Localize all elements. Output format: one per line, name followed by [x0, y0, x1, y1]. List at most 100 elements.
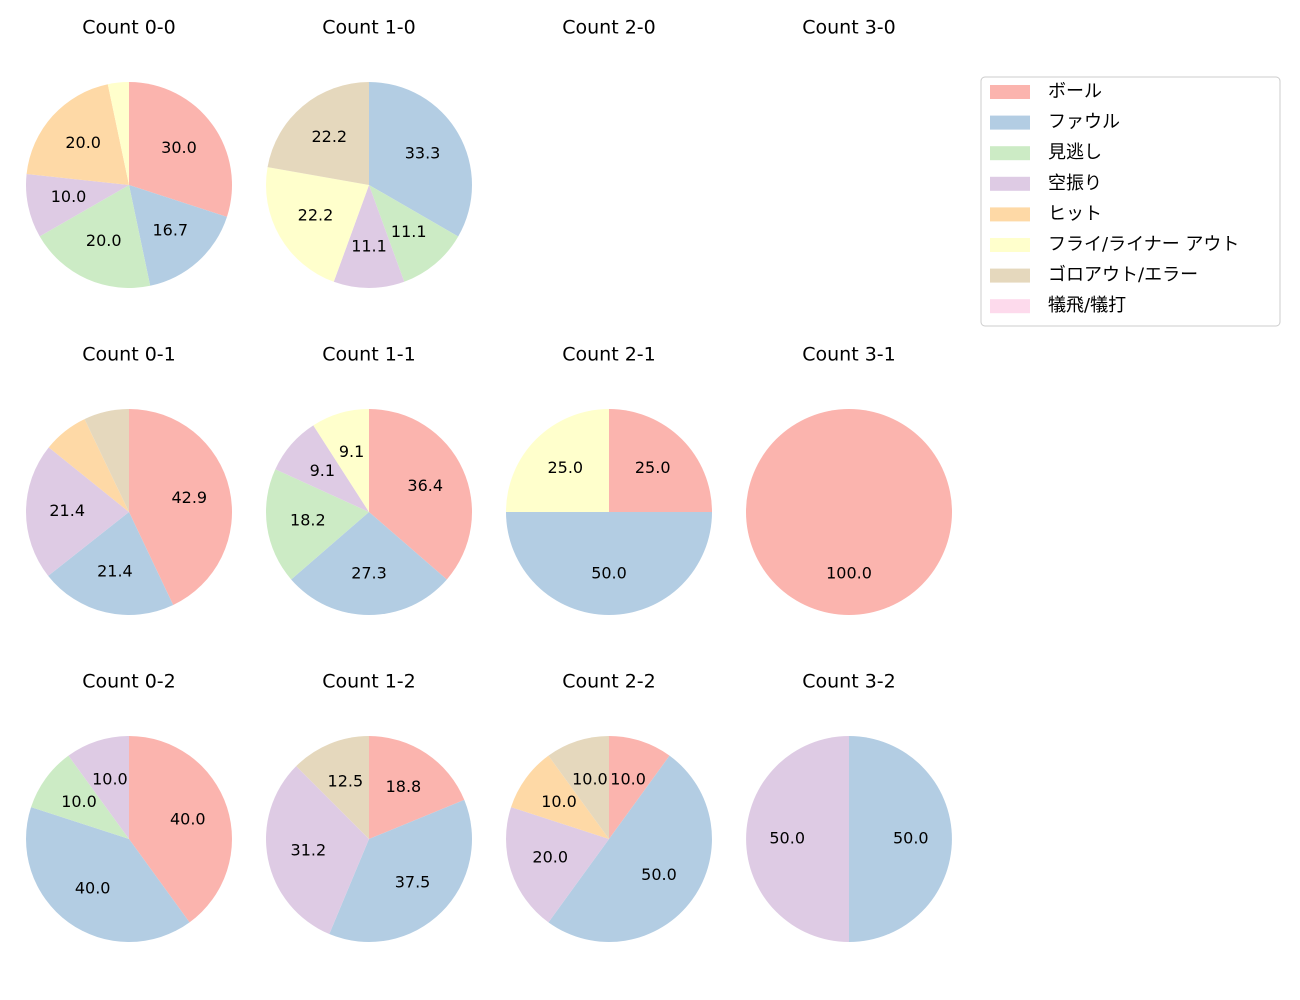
pie-slice	[506, 807, 609, 923]
chart-title: Count 2-2	[562, 671, 656, 693]
chart-title: Count 1-0	[322, 17, 416, 39]
pie-slice	[333, 185, 405, 288]
pie-slice	[31, 755, 129, 839]
pie-slice	[84, 409, 129, 512]
chart-title: Count 3-2	[802, 671, 896, 693]
pie-slice	[506, 409, 609, 512]
pie-slice	[129, 736, 232, 923]
pie-slice	[369, 409, 473, 580]
legend-label: 犠飛/犠打	[1048, 295, 1126, 316]
value-label: 12.5	[328, 771, 364, 790]
value-label: 18.8	[386, 777, 422, 796]
value-label: 16.7	[152, 220, 188, 239]
value-label: 42.9	[171, 488, 207, 507]
value-label: 27.3	[351, 563, 387, 582]
pie-slice	[266, 766, 369, 935]
pie-slice	[68, 736, 129, 839]
value-label: 50.0	[769, 829, 805, 848]
legend-label: 空振り	[1048, 173, 1102, 194]
pie-slice	[313, 409, 369, 512]
pie-slice	[26, 807, 190, 942]
chart-title: Count 2-0	[562, 17, 656, 39]
value-label: 9.1	[339, 442, 364, 461]
pie-slice	[369, 736, 465, 839]
value-label: 20.0	[86, 231, 122, 250]
chart-title: Count 0-1	[82, 344, 176, 366]
value-label: 40.0	[170, 809, 206, 828]
legend-swatch	[990, 207, 1030, 222]
pie-slice	[609, 736, 670, 839]
chart-title: Count 1-1	[322, 344, 416, 366]
legend-label: ボール	[1048, 81, 1102, 102]
value-label: 50.0	[641, 865, 677, 884]
legend-swatch	[990, 85, 1030, 99]
value-label: 50.0	[591, 563, 627, 582]
chart-title: Count 0-0	[82, 17, 176, 39]
value-label: 33.3	[405, 144, 441, 163]
pie-slice	[849, 736, 952, 942]
value-label: 40.0	[75, 878, 111, 897]
pie-slice	[369, 82, 472, 237]
value-label: 11.1	[351, 236, 387, 255]
legend-label: ヒット	[1048, 203, 1102, 224]
pie-slice	[296, 736, 369, 839]
value-label: 21.4	[49, 501, 85, 520]
chart-title: Count 3-0	[802, 17, 896, 39]
legend-swatch	[990, 176, 1030, 191]
pie-slice	[267, 82, 369, 185]
value-label: 22.2	[298, 205, 334, 224]
value-label: 31.2	[291, 840, 327, 859]
legend-label: 見逃し	[1048, 142, 1102, 163]
value-label: 18.2	[290, 510, 326, 529]
legend-swatch	[990, 115, 1030, 130]
value-label: 25.0	[635, 458, 671, 477]
pie-slice	[506, 512, 712, 615]
pie-slice	[48, 419, 129, 512]
legend-box	[980, 76, 1281, 327]
chart-title: Count 2-1	[562, 344, 656, 366]
legend-swatch	[990, 238, 1030, 252]
pie-slice	[746, 409, 952, 615]
legend-swatch	[990, 299, 1030, 314]
pie-slice	[26, 84, 129, 185]
legend-label: ファウル	[1048, 112, 1120, 133]
pie-slice	[107, 82, 129, 185]
pie-slice	[129, 82, 232, 217]
pie-slice	[266, 469, 369, 580]
legend-label: ゴロアウト/エラー	[1048, 265, 1198, 286]
pie-slice	[609, 409, 712, 512]
pie-slice	[511, 755, 609, 839]
value-label: 25.0	[547, 458, 583, 477]
pie-slice	[48, 512, 174, 615]
value-label: 10.0	[92, 770, 128, 789]
value-label: 100.0	[826, 563, 872, 582]
value-label: 37.5	[395, 872, 431, 891]
value-label: 20.0	[65, 133, 101, 152]
value-label: 10.0	[51, 187, 87, 206]
value-label: 50.0	[893, 829, 929, 848]
legend-label: フライ/ライナー アウト	[1048, 234, 1239, 255]
value-label: 10.0	[541, 792, 577, 811]
pie-slice	[129, 185, 227, 286]
pie-slice	[265, 167, 369, 282]
value-label: 30.0	[161, 138, 197, 157]
value-label: 22.2	[311, 127, 347, 146]
chart-title: Count 1-2	[322, 671, 416, 693]
value-label: 11.1	[391, 222, 427, 241]
pie-slice	[291, 512, 447, 615]
pie-slice	[548, 736, 609, 839]
pie-slice	[275, 425, 369, 512]
value-label: 10.0	[610, 770, 646, 789]
value-label: 10.0	[572, 770, 608, 789]
pie-slice	[26, 174, 130, 237]
value-label: 20.0	[532, 848, 568, 867]
pie-slice	[25, 447, 129, 576]
value-label: 36.4	[407, 476, 443, 495]
chart-title: Count 3-1	[802, 344, 896, 366]
value-label: 9.1	[310, 461, 335, 480]
pie-slice	[129, 409, 233, 606]
value-label: 10.0	[61, 792, 97, 811]
pie-slice	[548, 755, 712, 942]
legend-swatch	[990, 268, 1030, 283]
